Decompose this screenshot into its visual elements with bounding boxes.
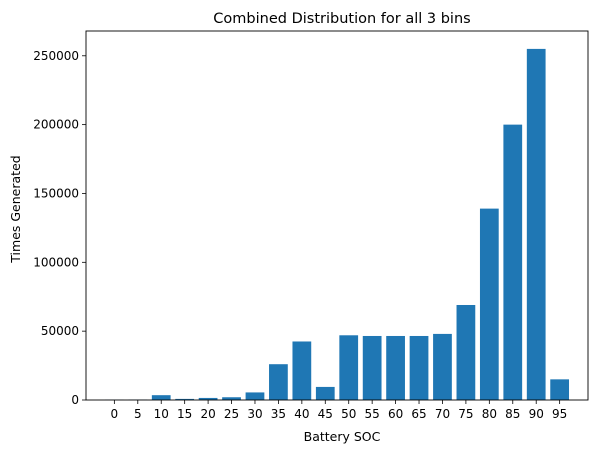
x-tick-label: 5 bbox=[134, 407, 142, 421]
x-tick-label: 85 bbox=[505, 407, 520, 421]
bar-90 bbox=[526, 48, 546, 400]
bar-55 bbox=[362, 335, 382, 400]
x-tick-label: 30 bbox=[247, 407, 262, 421]
bar-85 bbox=[503, 124, 523, 401]
x-tick-label: 45 bbox=[318, 407, 333, 421]
bar-70 bbox=[433, 333, 452, 400]
plot-frame bbox=[85, 30, 589, 401]
x-axis-ticks: 0 5 10 15 20 25 30 35 40 45 50 55 60 65 70 75 80 85 90 95 bbox=[111, 400, 567, 421]
bar-25 bbox=[222, 397, 241, 400]
bar-75 bbox=[456, 304, 476, 400]
chart-title: Combined Distribution for all 3 bins bbox=[213, 11, 470, 27]
x-tick-label: 15 bbox=[177, 407, 192, 421]
bar-95 bbox=[550, 379, 570, 400]
y-tick-label: 150000 bbox=[33, 186, 79, 200]
y-tick-label: 50000 bbox=[41, 324, 79, 338]
x-tick-label: 25 bbox=[224, 407, 239, 421]
bar-30 bbox=[245, 392, 265, 400]
x-tick-label: 0 bbox=[111, 407, 119, 421]
x-tick-label: 65 bbox=[411, 407, 426, 421]
x-tick-label: 90 bbox=[529, 407, 544, 421]
x-tick-label: 55 bbox=[365, 407, 380, 421]
x-axis-label: Battery SOC bbox=[304, 429, 381, 444]
bar-15 bbox=[175, 398, 195, 400]
x-tick-label: 20 bbox=[200, 407, 215, 421]
y-tick-label: 0 bbox=[71, 393, 79, 407]
x-tick-label: 10 bbox=[154, 407, 169, 421]
bar-50 bbox=[339, 335, 359, 400]
bar-45 bbox=[315, 386, 335, 400]
x-tick-label: 40 bbox=[294, 407, 309, 421]
bar-80 bbox=[479, 208, 499, 400]
x-tick-label: 60 bbox=[388, 407, 403, 421]
bar-10 bbox=[151, 395, 171, 400]
bar-40 bbox=[292, 341, 312, 400]
y-axis-label: Times Generated bbox=[8, 155, 23, 263]
x-tick-label: 70 bbox=[435, 407, 450, 421]
x-tick-label: 95 bbox=[552, 407, 567, 421]
bars-group bbox=[104, 48, 570, 401]
x-tick-label: 75 bbox=[458, 407, 473, 421]
bar-20 bbox=[198, 397, 218, 400]
bar-60 bbox=[386, 335, 405, 400]
y-tick-label: 250000 bbox=[33, 49, 79, 63]
y-axis-ticks: 0 50000 100000 150000 200000 250000 bbox=[33, 49, 86, 407]
x-tick-label: 50 bbox=[341, 407, 356, 421]
y-tick-label: 200000 bbox=[33, 118, 79, 132]
x-tick-label: 80 bbox=[482, 407, 497, 421]
bar-65 bbox=[409, 335, 429, 400]
bar-35 bbox=[269, 364, 288, 400]
x-tick-label: 35 bbox=[271, 407, 286, 421]
y-tick-label: 100000 bbox=[33, 255, 79, 269]
